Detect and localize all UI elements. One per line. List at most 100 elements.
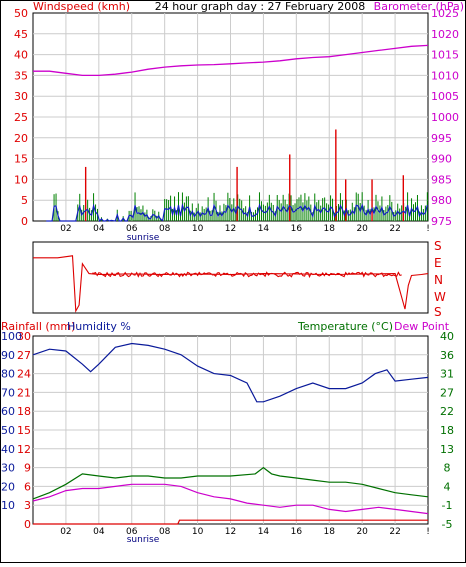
- wind-x-tick-labels: 02 04 06 08 10 12 14 16 18 20 22!: [60, 224, 430, 234]
- rainfall-tick-label: 6: [24, 480, 31, 493]
- windspeed-tick-label: 35: [14, 69, 28, 82]
- windspeed-tick-label: 5: [21, 194, 28, 207]
- humidity-line: [32, 342, 429, 403]
- rainfall-tick-label: 3: [24, 499, 31, 512]
- rainfall-axis-label: Rainfall (mm): [1, 320, 75, 333]
- x-tick-label: 12: [225, 224, 236, 234]
- barometer-tick-label: 1000: [431, 111, 459, 124]
- direction-tick-label: S: [434, 305, 442, 319]
- chart-title: 24 hour graph day : 27 February 2008: [155, 0, 366, 13]
- x-tick-label: 02: [60, 527, 71, 537]
- barometer-tick-label: 1020: [431, 28, 459, 41]
- barometer-tick-label: 985: [431, 173, 452, 186]
- rainfall-tick-label: 12: [17, 443, 31, 456]
- windspeed-tick-label: 45: [14, 28, 28, 41]
- sunrise-label-lower: sunrise: [127, 535, 160, 545]
- windspeed-tick-label: 15: [14, 153, 28, 166]
- temp-humidity-panel: 036912151821242730102030405060708090100 …: [1, 330, 454, 545]
- x-tick-label: 10: [192, 527, 204, 537]
- x-tick-label: !: [426, 527, 430, 537]
- wind-direction-line: [33, 255, 429, 313]
- humidity-tick-label: 60: [1, 405, 15, 418]
- x-tick-label: !: [426, 224, 430, 234]
- windspeed-tick-label: 20: [14, 132, 28, 145]
- temperature-tick-labels: -5 -1 4 8 13 18 22 27 31 36 40: [440, 330, 454, 531]
- direction-tick-label: N: [434, 273, 443, 287]
- rainfall-tick-label: 30: [17, 330, 31, 343]
- rainfall-tick-label: 0: [24, 518, 31, 531]
- humidity-tick-label: 40: [1, 443, 15, 456]
- direction-tick-label: E: [434, 256, 442, 270]
- windspeed-tick-label: 40: [14, 49, 28, 62]
- windspeed-tick-label: 50: [14, 7, 28, 20]
- dew-point-line: [32, 483, 429, 515]
- barometer-line: [33, 44, 429, 77]
- windspeed-tick-label: 0: [21, 215, 28, 228]
- humidity-tick-label: 90: [1, 349, 15, 362]
- x-tick-label: 12: [225, 527, 236, 537]
- barometer-tick-label: 990: [431, 153, 452, 166]
- temperature-tick-label: 36: [440, 349, 454, 362]
- direction-panel-frame: [32, 241, 429, 314]
- windspeed-axis-label: Windspeed (kmh): [33, 0, 130, 13]
- x-tick-label: 02: [60, 224, 71, 234]
- temp-panel-grid: [33, 336, 428, 524]
- temperature-tick-label: 4: [444, 480, 451, 493]
- rainfall-tick-label: 9: [24, 462, 31, 475]
- barometer-tick-label: 975: [431, 215, 452, 228]
- barometer-tick-label: 995: [431, 132, 452, 145]
- direction-tick-label: S: [434, 239, 442, 253]
- x-tick-label: 18: [324, 527, 336, 537]
- x-tick-label: 04: [93, 224, 105, 234]
- x-tick-label: 14: [258, 527, 270, 537]
- x-tick-label: 08: [159, 527, 171, 537]
- x-tick-label: 06: [126, 527, 138, 537]
- humidity-tick-label: 100: [1, 330, 22, 343]
- temperature-tick-label: -1: [442, 499, 453, 512]
- barometer-tick-labels: 975 980 985 990 995 1000 1005 1010 1015 1020 1025: [431, 7, 459, 228]
- temperature-tick-label: 27: [440, 386, 454, 399]
- windspeed-tick-label: 10: [14, 173, 28, 186]
- barometer-tick-label: 1025: [431, 7, 459, 20]
- rainfall-line: [33, 519, 428, 525]
- humidity-tick-label: 30: [1, 462, 15, 475]
- direction-tick-label: W: [434, 290, 446, 304]
- x-tick-label: 20: [356, 224, 368, 234]
- temperature-tick-label: -5: [442, 518, 453, 531]
- x-tick-label: 04: [93, 527, 105, 537]
- x-tick-label: 06: [126, 224, 138, 234]
- rainfall-tick-label: 18: [17, 405, 31, 418]
- rain-humidity-tick-labels: 0 3 6 9 12 15 18 21 24 27 30 10 20 30 40 50 60 70 80 90 100: [1, 330, 31, 531]
- humidity-tick-label: 50: [1, 424, 15, 437]
- x-tick-label: 10: [192, 224, 204, 234]
- humidity-tick-label: 80: [1, 368, 15, 381]
- sunrise-label: sunrise: [127, 233, 160, 243]
- rainfall-tick-label: 21: [17, 386, 31, 399]
- humidity-tick-label: 10: [1, 499, 15, 512]
- humidity-tick-label: 70: [1, 386, 15, 399]
- barometer-tick-label: 1010: [431, 69, 459, 82]
- dewpoint-axis-label: Dew Point: [394, 320, 450, 333]
- temperature-tick-label: 13: [440, 443, 454, 456]
- x-tick-label: 16: [291, 527, 303, 537]
- wind-average-line: [46, 202, 428, 223]
- x-tick-label: 14: [258, 224, 270, 234]
- humidity-tick-label: 20: [1, 480, 15, 493]
- x-tick-label: 22: [389, 527, 400, 537]
- rainfall-tick-label: 27: [17, 349, 31, 362]
- x-tick-label: 22: [389, 224, 400, 234]
- temperature-tick-label: 31: [440, 368, 454, 381]
- temperature-line: [32, 466, 429, 500]
- x-tick-label: 16: [291, 224, 303, 234]
- barometer-tick-label: 1005: [431, 90, 459, 103]
- temperature-tick-label: 8: [444, 462, 451, 475]
- humidity-axis-label: Humidity %: [67, 320, 131, 333]
- x-tick-label: 08: [159, 224, 171, 234]
- temperature-tick-label: 22: [440, 405, 454, 418]
- x-tick-label: 20: [356, 527, 368, 537]
